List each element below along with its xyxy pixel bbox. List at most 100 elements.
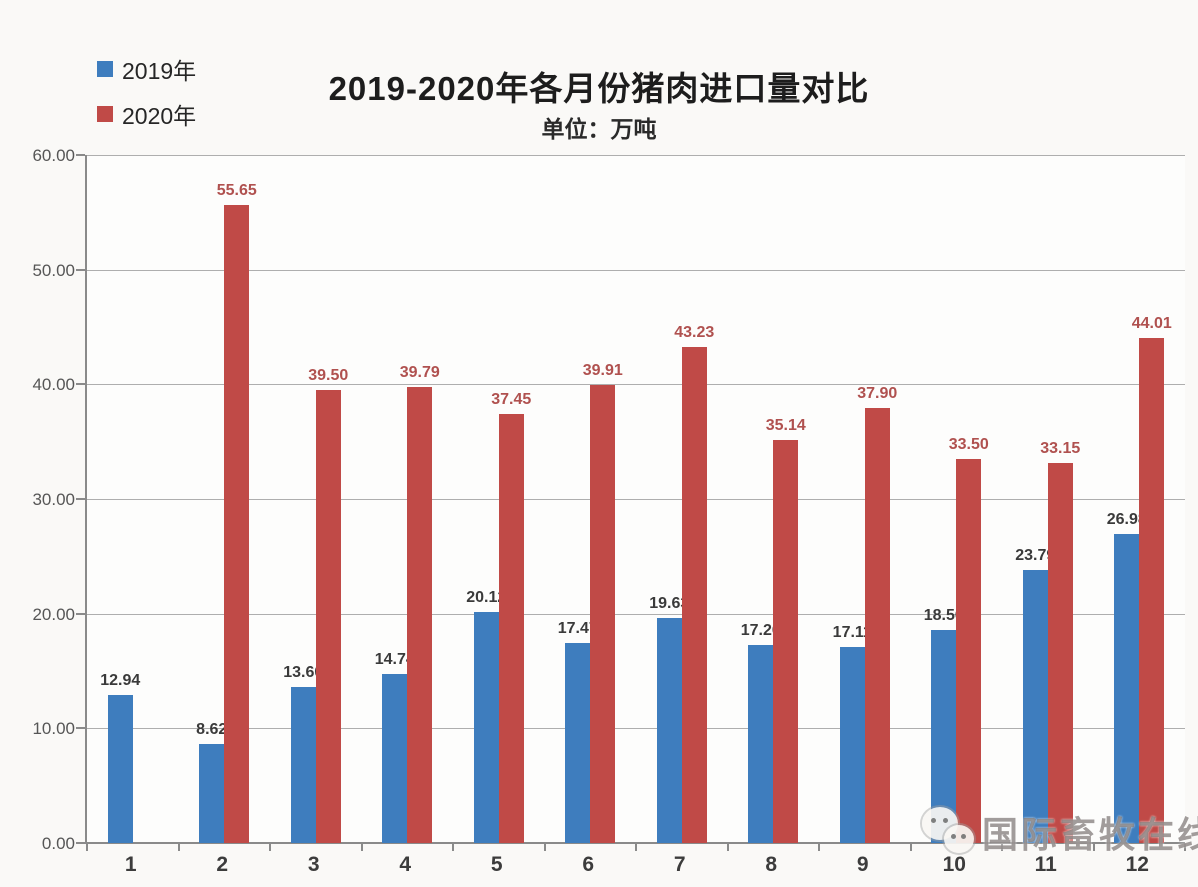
bar-value-label-2020-month-6: 39.91 [582, 362, 623, 380]
y-axis-tick-label: 30.00 [32, 490, 75, 509]
y-axis-tick-10 [76, 727, 85, 730]
x-axis-tick [1092, 844, 1095, 851]
bar-value-label-2019-month-5: 20.12 [466, 589, 507, 607]
x-axis-tick [818, 844, 820, 851]
bar-2019-month-3 [290, 687, 316, 843]
bar-2019-month-11 [1022, 570, 1048, 843]
x-axis-tick [909, 844, 912, 851]
bar-2020-month-7 [681, 347, 707, 843]
bar-2020-month-8 [773, 440, 799, 843]
y-axis-tick-label: 50.00 [32, 260, 75, 280]
bar-2019-month-12 [1114, 533, 1140, 843]
x-axis-tick [543, 844, 546, 851]
bar-value-label-2019-month-4: 14.74 [374, 650, 415, 668]
bar-2020-month-12 [1139, 338, 1165, 843]
bar-value-label-2020-month-12: 44.01 [1131, 315, 1172, 333]
x-axis-tick [635, 844, 637, 851]
bar-value-label-2020-month-5: 37.45 [491, 390, 532, 408]
x-axis-tick [726, 844, 729, 851]
bar-value-label-2020-month-9: 37.90 [857, 385, 898, 403]
bar-2020-month-2 [224, 204, 250, 843]
bar-2020-month-5 [498, 413, 524, 843]
x-axis-tick [269, 844, 271, 851]
chart-unit-subtitle: 单位：万吨 [541, 116, 657, 142]
bar-value-label-2019-month-2: 8.62 [196, 721, 228, 739]
watermark-text: 国际畜牧在线 [982, 814, 1198, 855]
x-axis-tick [452, 844, 454, 851]
x-axis-label-month-3: 3 [307, 853, 320, 876]
bar-value-label-2020-month-11: 33.15 [1040, 439, 1081, 457]
y-axis-tick-label: 20.00 [32, 604, 75, 624]
y-axis-tick-label: 40.00 [32, 375, 75, 395]
y-axis-tick-20 [76, 612, 85, 615]
bar-2019-month-8 [748, 645, 774, 843]
bar-2019-month-9 [839, 646, 865, 843]
legend-swatch-2019-icon [97, 61, 113, 77]
bar-value-label-2019-month-12: 26.98 [1106, 510, 1147, 528]
legend: 2019年 2020年 [97, 55, 196, 145]
bar-2019-month-7 [656, 617, 682, 843]
x-axis-label-month-12: 12 [1125, 853, 1149, 876]
y-axis-tick-label: 10.00 [32, 719, 75, 739]
bar-2020-month-9 [864, 408, 890, 843]
plot-area: 12.94 8.62 55.65 13.60 39.50 14.74 39.79 20.12 3… [76, 154, 1186, 851]
gridline-10 [87, 728, 1185, 730]
bar-value-label-2020-month-2: 55.65 [216, 181, 257, 199]
bar-2019-month-6 [565, 642, 591, 843]
legend-swatch-2020-icon [97, 106, 113, 122]
y-axis-tick-30 [76, 498, 85, 500]
legend-label-2019: 2019年 [122, 58, 197, 84]
wechat-bubble-small [944, 825, 974, 853]
bar-2019-month-5 [473, 612, 499, 843]
y-axis-labels: 0.00 10.00 20.00 30.00 40.00 50.00 60.00 [5, 147, 75, 852]
x-axis-label-month-9: 9 [856, 853, 869, 876]
bar-2019-month-4 [382, 673, 408, 843]
bar-2019-month-1 [107, 694, 133, 843]
y-axis-tick-40 [76, 383, 85, 386]
gridline-20 [87, 613, 1185, 615]
x-axis-label-month-2: 2 [216, 853, 229, 876]
x-axis-label-month-5: 5 [490, 853, 503, 876]
x-axis-tick [86, 844, 88, 851]
bar-2019-month-2 [199, 744, 225, 843]
x-axis-label-month-11: 11 [1034, 853, 1057, 876]
bar-value-label-2020-month-7: 43.23 [674, 324, 715, 342]
gridline-60 [87, 155, 1185, 156]
y-axis-tick-0 [76, 842, 85, 844]
x-axis-label-month-8: 8 [765, 853, 778, 876]
y-axis-tick-label: 0.00 [41, 834, 75, 853]
gridline-50 [87, 269, 1185, 271]
chart-title: 2019-2020年各月份猪肉进口量对比 [328, 70, 870, 107]
legend-item-2020: 2020年 [97, 100, 196, 129]
bar-2020-month-3 [315, 390, 341, 843]
bar-value-label-2019-month-10: 18.56 [923, 607, 964, 625]
x-axis-tick [360, 844, 363, 851]
bar-value-label-2019-month-1: 12.94 [100, 671, 141, 689]
x-axis-label-month-7: 7 [673, 853, 686, 876]
x-axis-line [85, 842, 1185, 844]
x-axis-labels: 1 2 3 4 5 6 7 8 9 10 11 12 [85, 853, 1183, 883]
bar-value-label-2020-month-10: 33.50 [948, 435, 989, 453]
y-axis-tick-50 [76, 268, 85, 271]
gridline-40 [87, 384, 1185, 386]
bar-value-label-2019-month-7: 19.63 [649, 594, 690, 612]
x-axis-tick [177, 844, 180, 851]
legend-item-2019: 2019年 [97, 55, 197, 84]
x-axis-tick [1184, 844, 1186, 851]
bar-2020-month-11 [1047, 462, 1073, 843]
watermark: 国际畜牧在线 [920, 797, 1198, 867]
bar-2020-month-10 [956, 458, 982, 843]
bar-2020-month-6 [590, 385, 616, 843]
bar-value-label-2019-month-9: 17.11 [832, 623, 872, 641]
bar-value-label-2020-month-8: 35.14 [765, 417, 806, 435]
x-axis-label-month-6: 6 [582, 853, 595, 876]
y-axis-tick-label: 60.00 [32, 146, 75, 165]
bar-value-label-2019-month-8: 17.26 [740, 622, 781, 640]
wechat-icon [920, 801, 982, 863]
bar-value-label-2020-month-3: 39.50 [308, 367, 349, 385]
x-axis-tick [1001, 844, 1003, 851]
x-axis-label-month-1: 1 [124, 853, 137, 876]
bar-2020-month-4 [407, 386, 433, 843]
x-axis-label-month-10: 10 [942, 853, 966, 876]
